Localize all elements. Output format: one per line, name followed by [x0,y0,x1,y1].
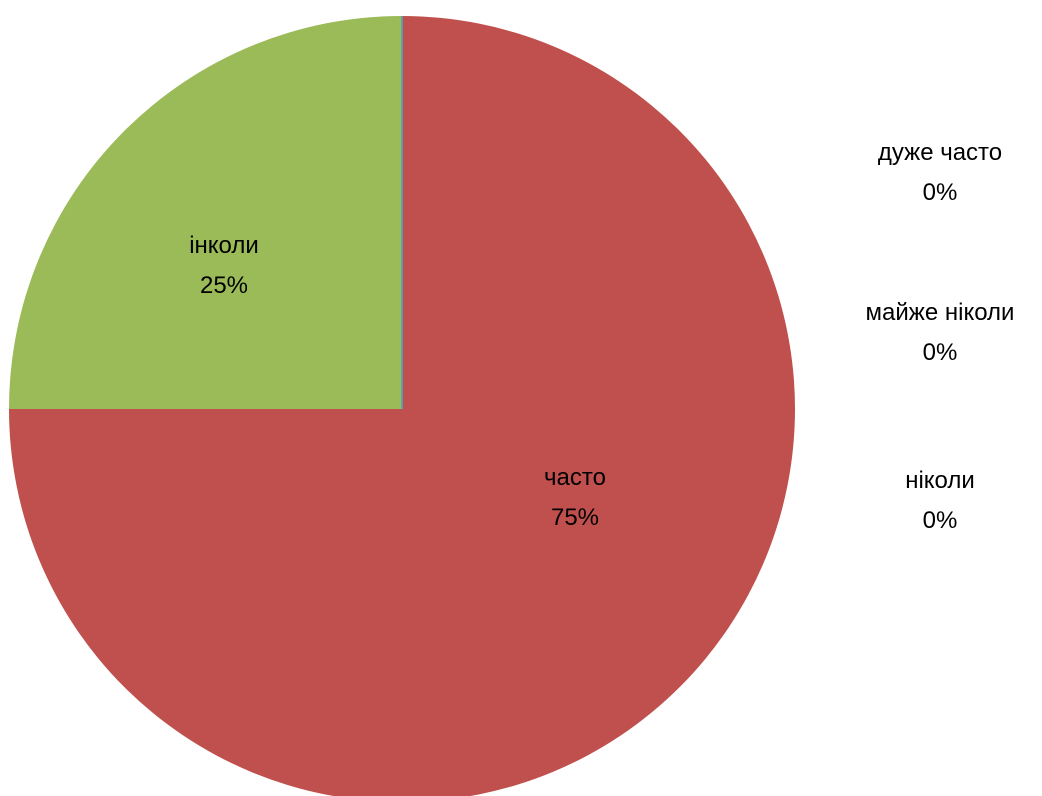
pie-data-labels: дуже часто 0% часто 75% інколи 25% майже нікол… [189,139,1014,534]
data-label-percent-1: 75% [551,504,599,531]
data-label-name-1: часто [544,464,606,491]
data-label-name-0: дуже часто [878,139,1002,166]
data-label-percent-3: 0% [923,339,958,366]
data-label-name-2: інколи [189,232,259,259]
data-label-percent-4: 0% [923,507,958,534]
data-label-percent-0: 0% [923,179,958,206]
data-label-name-3: майже ніколи [866,299,1015,326]
pie-slices [9,16,795,796]
pie-slice-2 [9,16,402,409]
data-label-percent-2: 25% [200,272,248,299]
data-label-name-4: ніколи [905,467,975,494]
pie-slice-1 [9,16,795,796]
